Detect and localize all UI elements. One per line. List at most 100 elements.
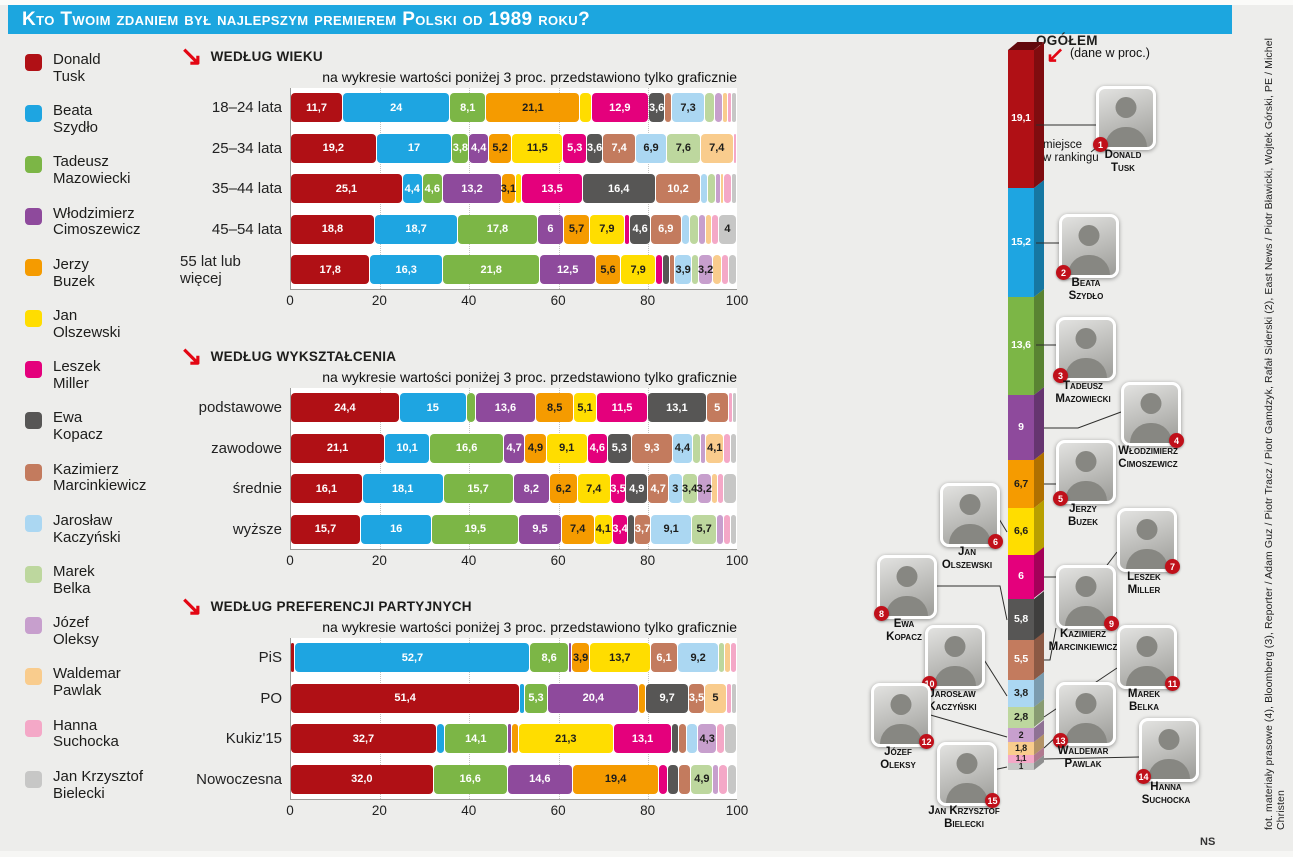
segment-kopacz: 16,4 [582,174,655,203]
photo-name-cimoszewicz: Włodzimierz Cimoszewicz [1118,445,1178,470]
chart-title: WEDŁUG WIEKU [210,48,323,64]
legend-label: Józef Oleksy [53,614,99,648]
photo-name-mazowiecki: Tadeusz Mazowiecki [1055,380,1111,405]
segment-oleksy: 3,2 [697,474,712,503]
segment-szydlo [436,724,444,753]
photo-buzek: 5 [1053,440,1116,506]
segment-buzek: 5,7 [564,214,589,244]
bar-row: 25,1 4,4 4,6 13,2 3,1 13,5 16,4 10,2 [291,174,737,203]
rank-badge: 8 [874,606,889,621]
axis-tick: 20 [371,802,387,818]
axis-tick: 100 [725,293,749,308]
segment-tusk: 17,8 [291,255,370,284]
overall-segment-marcinkiewicz [1008,640,1034,680]
segment-buzek: 5,6 [596,255,620,284]
segment-kopacz: 13,1 [648,393,706,422]
gridline [380,388,382,549]
segment-marcinkiewicz: 3,5 [689,683,704,713]
legend-swatch [25,412,42,430]
axis-tick: 0 [286,293,294,308]
segment-cimoszewicz: 4,4 [469,133,488,163]
segment-marcinkiewicz: 9,3 [631,433,673,463]
row-label: wyższe [232,520,282,538]
photo-kaczynski: 10 [922,625,985,691]
overall-segment-mazowiecki [1008,296,1034,395]
segment-buzek: 4,9 [525,433,546,463]
row-label: 18–24 lata [211,99,282,116]
segment-marcinkiewicz [678,764,691,794]
segment-kaczynski: 9,2 [678,643,719,672]
segment-olszewski: 7,9 [621,255,656,284]
segment-buzek: 6,2 [550,474,577,503]
segment-tusk: 19,2 [291,133,376,163]
segment-tusk [291,643,295,672]
legend-swatch [25,207,42,225]
segment-cimoszewicz: 9,5 [519,514,561,544]
chart-by-education: ↘ WEDŁUG WYKSZTAŁCENIA na wykresie warto… [180,343,748,568]
legend-label: Leszek Miller [53,358,101,392]
legend-item-oleksy: Józef Oleksy [25,614,190,649]
photo-szydlo: 2 [1056,214,1119,280]
segment-suchocka [727,683,731,713]
legend-swatch [25,54,42,71]
segment-suchocka [731,643,736,672]
legend-swatch [25,310,42,327]
segment-miller: 13,5 [522,174,582,203]
legend-item-cimoszewicz: Włodzimierz Cimoszewicz [25,205,190,240]
segment-mazowiecki: 8,1 [450,93,486,122]
bar-row: 21,1 10,1 16,6 4,7 4,9 9,1 4,6 5,3 9,3 4,4 4,1 [291,433,737,463]
legend-label: Waldemar Pawlak [53,665,121,700]
title-bar: Kto Twoim zdaniem był najlepszym premier… [8,5,1232,34]
segment-szydlo: 18,7 [374,214,458,244]
overall-value-belka: 2,8 [1014,711,1028,724]
segment-bielecki [732,93,736,122]
segment-olszewski: 9,1 [546,433,587,463]
legend-item-bielecki: Jan Krzysztof Bielecki [25,768,190,803]
axis-tick: 40 [461,552,477,568]
overall-segment-pawlak [1008,741,1034,755]
overall-segment-face [1034,289,1044,395]
row-labels: PiS PO Kukiz'15 Nowoczesna [180,638,290,800]
segment-buzek [512,724,518,753]
segment-kopacz [672,724,678,753]
overall-value-miller: 6 [1018,570,1024,583]
overall-unit-note: (dane w proc.) [1070,46,1150,60]
bar-row: 15,7 16 19,5 9,5 7,4 4,1 3,4 3,7 9,1 5,7 [291,514,737,544]
photo-miller: 7 [1117,508,1180,574]
overall-segment-suchocka [1008,754,1034,763]
source-mark: NS [1200,836,1216,848]
gridline [380,638,382,799]
legend-item-kaczynski: Jarosław Kaczyński [25,512,190,547]
rank-badge: 15 [985,793,1000,808]
segment-belka [719,643,725,672]
segment-mazowiecki: 8,6 [530,643,568,672]
bottom-strip [0,851,1293,857]
segment-suchocka [724,514,730,544]
photo-bielecki: 15 [937,742,1000,808]
legend-swatch [25,105,42,123]
rank-badge: 9 [1104,616,1119,631]
segment-bielecki [728,255,736,284]
overall-segment-bielecki [1008,762,1034,770]
segment-olszewski: 13,7 [589,643,650,672]
segment-miller: 13,1 [613,724,672,753]
photo-name-miller: Leszek Miller [1127,571,1161,596]
row-label: PO [260,689,282,707]
axis-tick: 0 [286,552,294,568]
segment-kopacz [628,514,634,544]
legend-item-pawlak: Waldemar Pawlak [25,666,190,700]
segment-buzek: 19,4 [572,764,659,794]
segment-marcinkiewicz: 6,9 [650,214,681,244]
chart-header: ↘ WEDŁUG WYKSZTAŁCENIA [180,343,737,370]
segment-buzek: 3,9 [572,643,589,672]
segment-pawlak: 4,1 [706,433,724,463]
segment-marcinkiewicz: 6,1 [650,643,678,672]
segment-bielecki [724,474,736,503]
segment-suchocka [727,93,732,122]
legend-item-kopacz: Ewa Kopacz [25,410,190,444]
axis-tick: 80 [640,552,656,568]
chart-note: na wykresie wartości poniżej 3 proc. prz… [322,619,737,635]
segment-szydlo: 16 [361,514,432,544]
segment-marcinkiewicz [669,255,674,284]
segment-mazowiecki: 3,8 [452,133,469,163]
